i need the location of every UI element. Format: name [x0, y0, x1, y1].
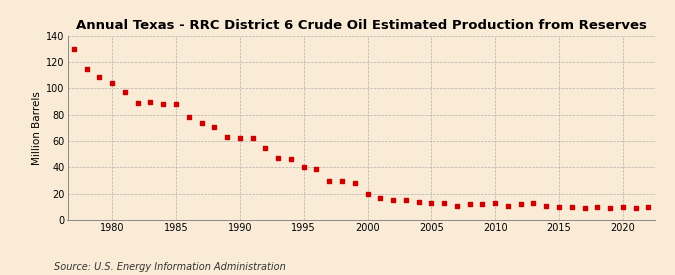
Point — [209, 124, 219, 129]
Point — [502, 203, 513, 208]
Point — [311, 166, 322, 171]
Point — [171, 102, 182, 106]
Point — [592, 205, 603, 209]
Point — [426, 201, 437, 205]
Point — [439, 201, 450, 205]
Point — [221, 135, 232, 139]
Point — [579, 206, 590, 210]
Point — [362, 191, 373, 196]
Point — [566, 205, 577, 209]
Point — [350, 181, 360, 185]
Point — [464, 202, 475, 207]
Point — [618, 205, 628, 209]
Point — [107, 81, 117, 85]
Point — [452, 203, 462, 208]
Point — [119, 90, 130, 95]
Point — [273, 156, 284, 160]
Point — [413, 199, 424, 204]
Point — [490, 201, 501, 205]
Point — [515, 202, 526, 207]
Point — [260, 145, 271, 150]
Point — [158, 102, 169, 106]
Point — [94, 74, 105, 79]
Point — [387, 198, 398, 202]
Point — [528, 201, 539, 205]
Y-axis label: Million Barrels: Million Barrels — [32, 91, 42, 165]
Point — [68, 47, 79, 51]
Point — [286, 157, 296, 162]
Point — [541, 203, 551, 208]
Point — [196, 120, 207, 125]
Point — [643, 205, 654, 209]
Point — [554, 205, 564, 209]
Point — [145, 99, 156, 104]
Title: Annual Texas - RRC District 6 Crude Oil Estimated Production from Reserves: Annual Texas - RRC District 6 Crude Oil … — [76, 19, 647, 32]
Point — [81, 67, 92, 71]
Point — [132, 101, 143, 105]
Point — [337, 178, 348, 183]
Point — [247, 136, 258, 141]
Point — [605, 206, 616, 210]
Point — [234, 136, 245, 141]
Point — [375, 196, 385, 200]
Point — [630, 206, 641, 210]
Point — [400, 198, 411, 202]
Point — [184, 115, 194, 120]
Point — [324, 178, 335, 183]
Point — [477, 202, 488, 207]
Text: Source: U.S. Energy Information Administration: Source: U.S. Energy Information Administ… — [54, 262, 286, 272]
Point — [298, 165, 309, 170]
